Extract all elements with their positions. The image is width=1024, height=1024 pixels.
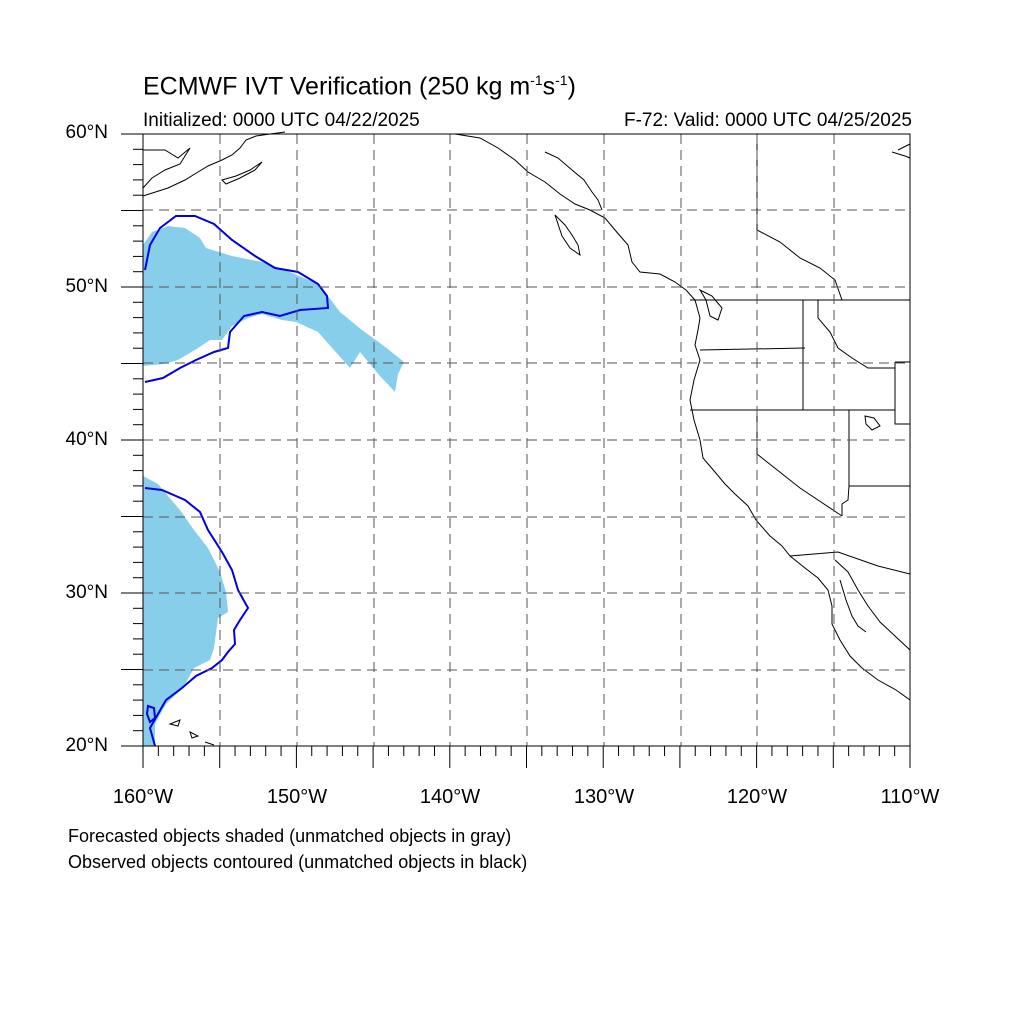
- lon-label-140w: 140°W: [419, 786, 481, 808]
- observed-objects: [144, 215, 330, 747]
- legend-forecast-note: Forecasted objects shaded (unmatched obj…: [68, 826, 512, 846]
- lat-label-20: 20°N: [65, 735, 108, 756]
- lon-label-120w: 120°W: [726, 786, 788, 808]
- lat-label-30: 30°N: [65, 582, 108, 603]
- observed-object-south: [144, 487, 250, 747]
- legend-observed-note: Observed objects contoured (unmatched ob…: [68, 852, 528, 872]
- observed-object-north: [144, 215, 330, 383]
- political-boundaries: [690, 134, 911, 575]
- init-time-label: Initialized: 0000 UTC 04/22/2025: [143, 110, 420, 131]
- lon-label-160w: 160°W: [112, 786, 174, 808]
- coastlines: [142, 131, 911, 746]
- grid-lines: [143, 134, 910, 746]
- lon-label-130w: 130°W: [573, 786, 635, 808]
- observed-object-small: [145, 704, 157, 724]
- lat-label-40: 40°N: [65, 429, 108, 450]
- chart-title: ECMWF IVT Verification (250 kg m-1s-1): [143, 72, 576, 101]
- valid-time-label: F-72: Valid: 0000 UTC 04/25/2025: [624, 110, 912, 131]
- lat-label-50: 50°N: [65, 276, 108, 297]
- lon-label-110w: 110°W: [880, 786, 940, 808]
- axis-ticks: [121, 133, 911, 768]
- forecast-objects: [143, 226, 404, 746]
- forecast-object-south: [143, 476, 228, 746]
- forecast-object-north: [143, 226, 404, 392]
- lat-label-60: 60°N: [65, 122, 108, 143]
- lon-label-150w: 150°W: [266, 786, 328, 808]
